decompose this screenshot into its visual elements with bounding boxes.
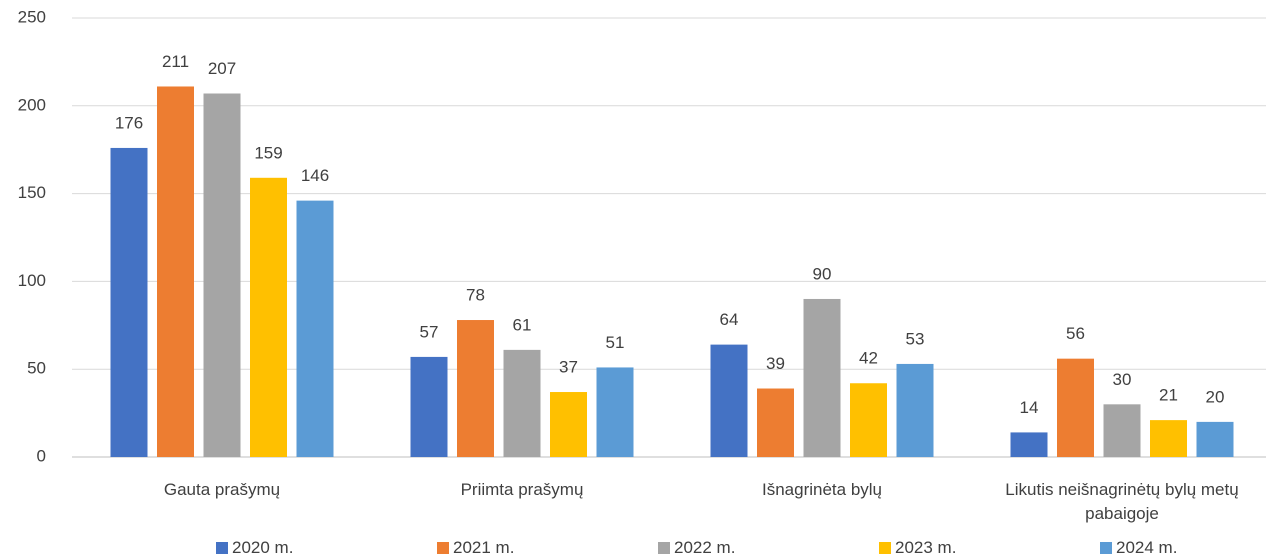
legend-swatch	[1100, 542, 1112, 554]
data-label: 207	[208, 59, 236, 78]
data-label: 146	[301, 166, 329, 185]
legend-label: 2023 m.	[895, 538, 957, 557]
y-tick-label: 50	[27, 359, 46, 378]
data-label: 39	[766, 354, 785, 373]
data-label: 90	[813, 264, 832, 283]
y-tick-label: 150	[18, 183, 46, 202]
data-label: 14	[1020, 398, 1039, 417]
data-label: 78	[466, 286, 485, 305]
bar	[457, 320, 494, 457]
data-label: 176	[115, 113, 143, 132]
data-label: 56	[1066, 324, 1085, 343]
y-tick-label: 100	[18, 271, 46, 290]
data-label: 53	[906, 329, 925, 348]
bar	[203, 93, 241, 458]
y-tick-label: 200	[18, 95, 46, 114]
y-tick-label: 250	[18, 7, 46, 26]
legend-label: 2020 m.	[232, 538, 294, 557]
legend-item: 2023 m.	[879, 538, 956, 558]
bar	[296, 200, 334, 457]
legend-label: 2022 m.	[674, 538, 736, 557]
data-label: 57	[420, 322, 439, 341]
data-label: 211	[162, 52, 189, 71]
bar	[850, 383, 887, 457]
data-label: 159	[254, 143, 282, 162]
bar	[757, 388, 794, 457]
bar	[250, 177, 287, 457]
bar	[803, 298, 841, 457]
bar	[1196, 421, 1234, 457]
legend-swatch	[658, 542, 670, 554]
bar	[1150, 420, 1187, 457]
x-tick-label: Išnagrinėta bylų	[761, 480, 883, 499]
legend-item: 2021 m.	[437, 538, 514, 558]
data-label: 51	[606, 333, 625, 352]
bar	[410, 356, 448, 457]
bar	[596, 367, 634, 457]
bar	[1057, 358, 1094, 457]
legend-label: 2021 m.	[453, 538, 515, 557]
bar	[157, 86, 194, 457]
data-label: 61	[513, 315, 532, 334]
legend-swatch	[437, 542, 449, 554]
bar	[503, 349, 541, 457]
bar	[1010, 432, 1048, 457]
x-tick-label: Gauta prašymų	[163, 480, 281, 499]
x-tick-label: Priimta prašymų	[460, 480, 584, 499]
data-label: 42	[859, 349, 878, 368]
bar	[110, 147, 148, 457]
data-label: 37	[559, 358, 578, 377]
legend-swatch	[879, 542, 891, 554]
legend-label: 2024 m.	[1116, 538, 1178, 557]
legend-item: 2022 m.	[658, 538, 735, 558]
bar	[1103, 404, 1141, 457]
x-tick-label: Likutis neišnagrinėtų bylų metų pabaigoj…	[1005, 480, 1239, 523]
legend-item: 2020 m.	[216, 538, 293, 558]
data-label: 64	[720, 310, 739, 329]
data-label: 21	[1159, 386, 1178, 405]
bar	[550, 392, 587, 457]
bar	[896, 363, 934, 457]
data-label: 20	[1206, 387, 1225, 406]
legend-item: 2024 m.	[1100, 538, 1177, 558]
legend-swatch	[216, 542, 228, 554]
data-label: 30	[1113, 370, 1132, 389]
y-tick-label: 0	[37, 446, 46, 465]
bar	[710, 344, 748, 457]
